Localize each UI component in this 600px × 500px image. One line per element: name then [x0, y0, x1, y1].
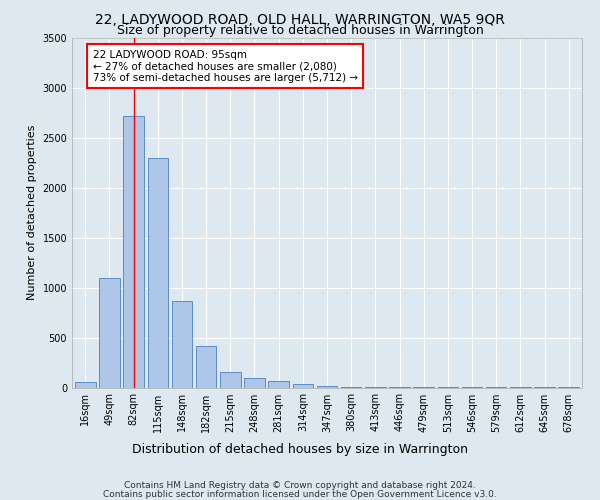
- Text: 22, LADYWOOD ROAD, OLD HALL, WARRINGTON, WA5 9QR: 22, LADYWOOD ROAD, OLD HALL, WARRINGTON,…: [95, 12, 505, 26]
- Text: 22 LADYWOOD ROAD: 95sqm
← 27% of detached houses are smaller (2,080)
73% of semi: 22 LADYWOOD ROAD: 95sqm ← 27% of detache…: [92, 50, 358, 82]
- Bar: [293, 384, 313, 388]
- Bar: [124, 116, 144, 388]
- Bar: [268, 381, 289, 388]
- Bar: [220, 372, 241, 388]
- Bar: [196, 346, 217, 388]
- Bar: [317, 386, 337, 388]
- Bar: [413, 387, 434, 388]
- Y-axis label: Number of detached properties: Number of detached properties: [27, 125, 37, 300]
- Bar: [341, 386, 361, 388]
- Bar: [244, 378, 265, 388]
- Bar: [172, 300, 192, 388]
- Bar: [389, 387, 410, 388]
- Bar: [365, 387, 386, 388]
- Text: Distribution of detached houses by size in Warrington: Distribution of detached houses by size …: [132, 442, 468, 456]
- Bar: [75, 382, 95, 388]
- Text: Contains public sector information licensed under the Open Government Licence v3: Contains public sector information licen…: [103, 490, 497, 499]
- Text: Size of property relative to detached houses in Warrington: Size of property relative to detached ho…: [116, 24, 484, 37]
- Text: Contains HM Land Registry data © Crown copyright and database right 2024.: Contains HM Land Registry data © Crown c…: [124, 481, 476, 490]
- Bar: [99, 278, 120, 388]
- Bar: [148, 158, 168, 388]
